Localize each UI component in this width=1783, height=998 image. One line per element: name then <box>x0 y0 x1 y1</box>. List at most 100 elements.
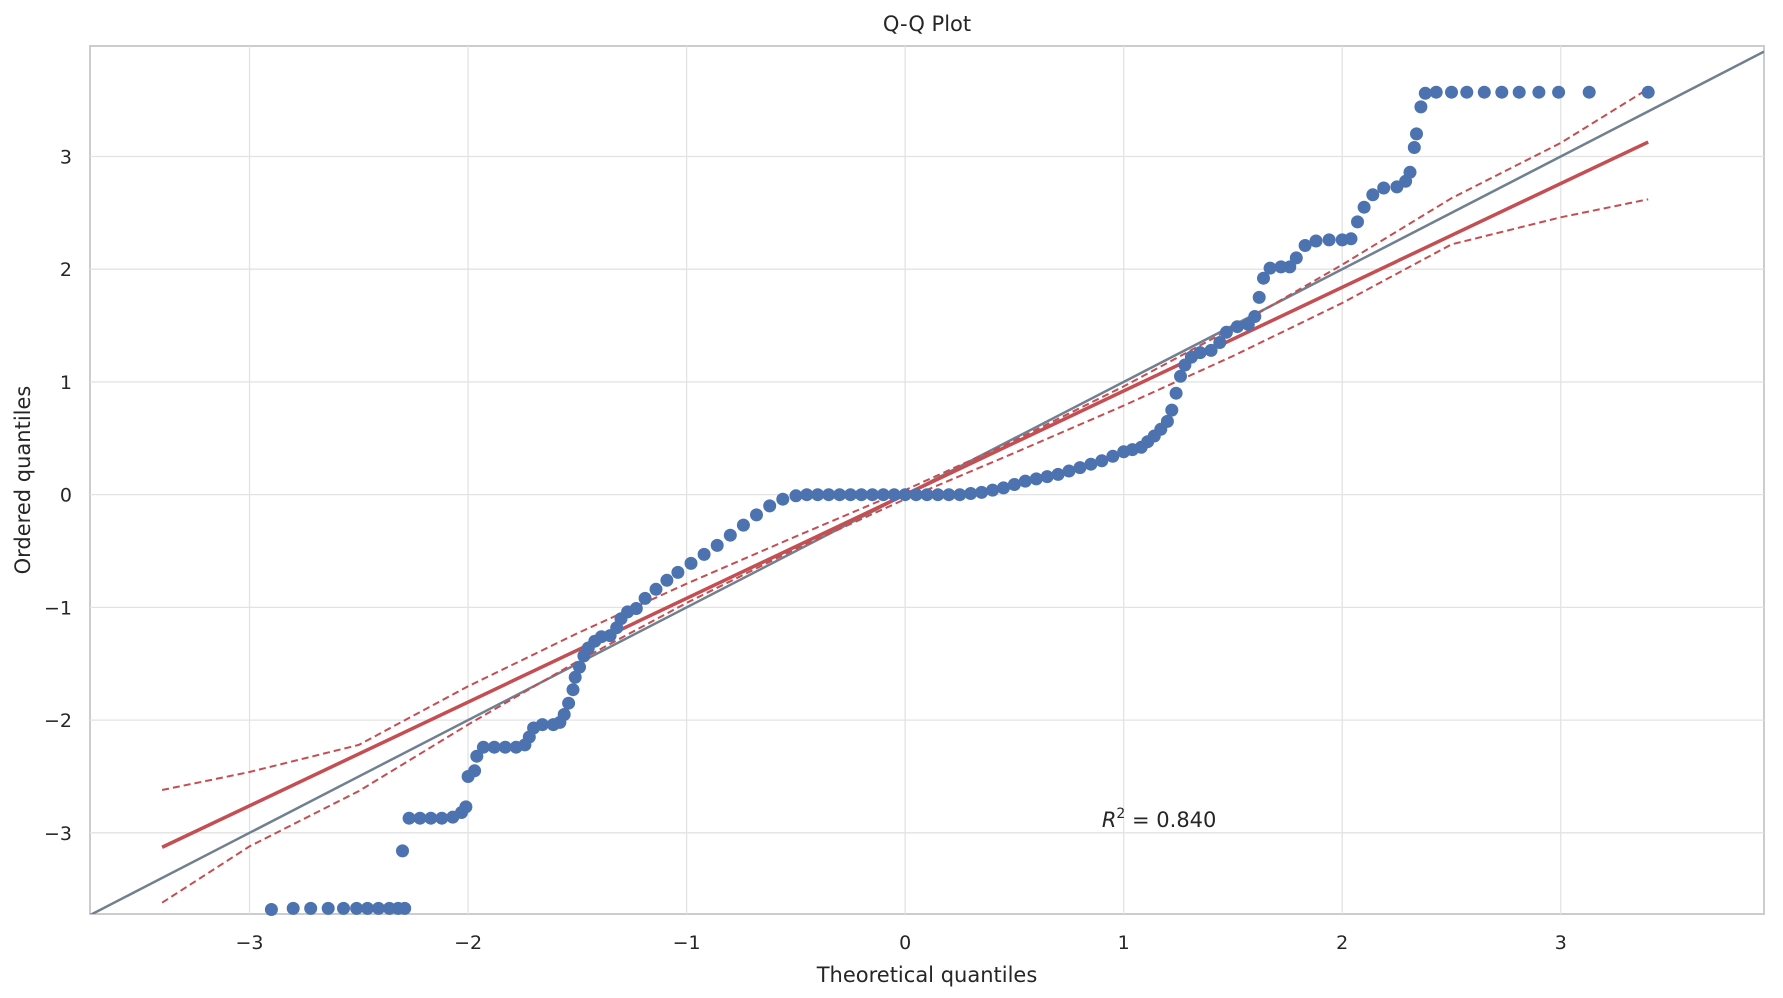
data-point <box>1219 325 1233 339</box>
data-point <box>710 538 724 552</box>
data-point <box>562 696 576 710</box>
data-point <box>684 556 698 570</box>
y-tick-label: 1 <box>60 372 72 394</box>
data-point <box>1351 215 1364 229</box>
data-point <box>372 901 385 915</box>
data-point <box>1029 472 1043 486</box>
data-point <box>435 811 449 825</box>
data-point <box>909 488 923 502</box>
data-point <box>1248 310 1262 323</box>
y-tick-labels: −3 −2 −1 0 1 2 3 <box>44 146 72 844</box>
data-point <box>854 488 868 502</box>
y-tick-label: −1 <box>44 597 72 619</box>
y-axis-label: Ordered quantiles <box>11 386 35 575</box>
y-tick-label: 0 <box>60 485 72 507</box>
data-point <box>470 749 484 763</box>
data-point <box>1309 234 1323 248</box>
data-point <box>1298 239 1312 252</box>
data-point <box>800 488 814 502</box>
data-point <box>649 582 663 596</box>
data-point <box>1283 260 1297 274</box>
data-point <box>1582 85 1596 99</box>
data-point <box>1160 414 1174 428</box>
x-tick-label: −2 <box>454 932 482 954</box>
data-point <box>1495 85 1509 99</box>
data-point <box>1174 369 1187 383</box>
data-point <box>629 602 643 615</box>
data-point <box>557 708 571 721</box>
data-point <box>1263 261 1277 275</box>
data-point <box>942 488 956 502</box>
data-point <box>1344 232 1358 246</box>
data-point <box>1366 188 1380 202</box>
data-point <box>1213 336 1227 349</box>
y-tick-label: 2 <box>60 259 72 281</box>
data-point <box>986 483 1000 497</box>
data-point <box>1106 449 1120 463</box>
data-point <box>1445 85 1458 99</box>
data-point <box>1477 85 1491 99</box>
data-point <box>396 844 409 858</box>
y-tick-label: 3 <box>60 146 72 168</box>
data-point <box>1062 464 1076 478</box>
data-point <box>833 488 847 502</box>
data-point <box>697 547 711 561</box>
data-point <box>304 901 318 915</box>
data-point <box>660 573 674 587</box>
data-point <box>1414 100 1428 114</box>
data-point <box>264 903 278 916</box>
data-point <box>424 811 438 825</box>
data-point <box>776 492 790 506</box>
data-point <box>975 485 989 499</box>
x-tick-label: −1 <box>673 932 701 954</box>
r-superscript: 2 <box>1116 806 1125 822</box>
data-point <box>1007 478 1021 491</box>
data-point <box>1418 86 1432 100</box>
grid <box>90 46 1764 914</box>
data-point <box>1084 457 1098 471</box>
data-point <box>789 489 803 503</box>
data-point <box>1407 141 1421 154</box>
data-point <box>898 488 912 502</box>
data-point <box>350 901 364 915</box>
data-point <box>671 565 685 579</box>
data-point <box>1018 474 1032 488</box>
data-point <box>763 499 777 513</box>
data-point <box>822 488 836 502</box>
data-point <box>1252 290 1266 304</box>
data-point <box>476 740 490 754</box>
data-point <box>1460 85 1474 99</box>
data-point <box>398 901 412 915</box>
data-point <box>1403 165 1417 179</box>
data-point <box>1073 461 1087 475</box>
data-point <box>413 811 427 825</box>
data-point <box>566 683 580 697</box>
data-point <box>811 488 825 502</box>
confidence-band-lower <box>161 198 1649 904</box>
data-point <box>1095 454 1109 468</box>
data-point <box>1193 346 1207 360</box>
data-point <box>865 488 879 502</box>
data-points <box>264 85 1655 916</box>
data-point <box>736 518 750 532</box>
data-point <box>468 764 482 778</box>
data-point <box>750 508 763 522</box>
data-point <box>997 481 1010 495</box>
data-point <box>361 901 374 915</box>
data-point <box>1410 127 1423 141</box>
r-value: = 0.840 <box>1125 808 1216 832</box>
data-point <box>953 488 967 502</box>
data-point <box>1230 320 1244 334</box>
x-tick-label: 0 <box>899 932 911 954</box>
data-point <box>498 740 512 754</box>
x-tick-label: −3 <box>236 932 264 954</box>
r-squared-annotation: R2 = 0.840 <box>1102 806 1217 832</box>
data-point <box>487 740 501 754</box>
x-axis-label: Theoretical quantiles <box>816 963 1038 987</box>
x-tick-label: 3 <box>1555 932 1567 954</box>
data-point <box>876 488 890 502</box>
data-point <box>337 901 350 915</box>
data-point <box>1641 85 1655 99</box>
data-point <box>723 528 737 542</box>
